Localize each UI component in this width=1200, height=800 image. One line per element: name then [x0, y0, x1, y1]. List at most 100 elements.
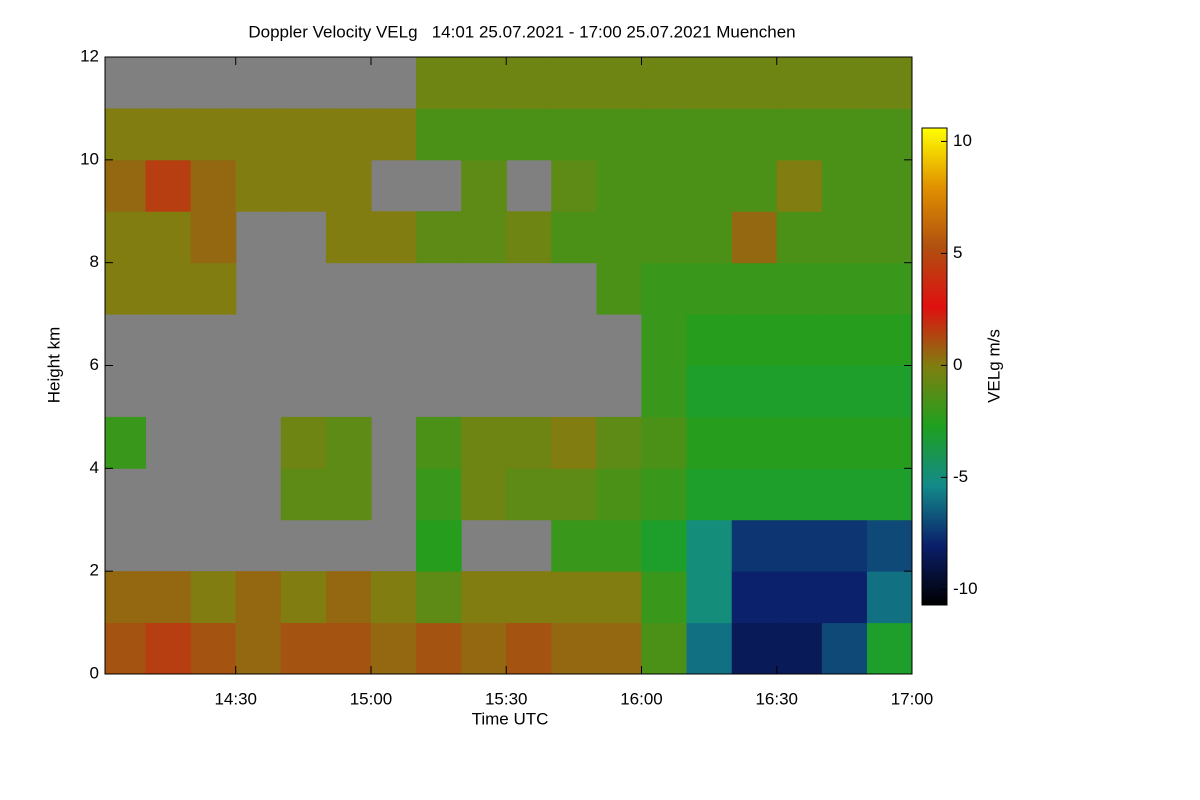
heatmap-cell: [821, 365, 868, 418]
heatmap-cell: [416, 519, 462, 572]
heatmap-cell: [866, 108, 912, 161]
heatmap-cell: [866, 416, 912, 469]
heatmap-cell: [776, 262, 823, 315]
heatmap-cell: [731, 519, 778, 572]
heatmap-cell: [325, 571, 372, 624]
heatmap-cell: [416, 57, 462, 109]
heatmap-cell: [145, 159, 192, 212]
heatmap-cell: [105, 622, 147, 674]
heatmap-cell: [731, 159, 778, 212]
heatmap-cell: [235, 159, 282, 212]
heatmap-cell: [686, 108, 733, 161]
heatmap-cell: [506, 108, 552, 161]
heatmap-cell: [776, 159, 823, 212]
heatmap-cell: [776, 622, 823, 674]
heatmap-cell: [235, 622, 282, 674]
heatmap-cell: [461, 108, 507, 161]
heatmap-cell: [551, 108, 597, 161]
heatmap-cell: [280, 468, 327, 521]
heatmap-cell: [416, 571, 462, 624]
heatmap-cell: [105, 262, 147, 315]
heatmap-cell: [866, 262, 912, 315]
y-tick-label: 6: [90, 355, 99, 374]
heatmap-cell: [731, 211, 778, 264]
heatmap-cell: [641, 416, 688, 469]
heatmap-cell: [190, 622, 237, 674]
heatmap-cell: [596, 468, 643, 521]
heatmap-cell: [105, 416, 147, 469]
heatmap-cell: [105, 571, 147, 624]
heatmap-cell: [105, 159, 147, 212]
heatmap-cell: [235, 571, 282, 624]
heatmap-cell: [370, 211, 417, 264]
heatmap-cell: [596, 108, 643, 161]
heatmap-cell: [641, 262, 688, 315]
heatmap-cell: [866, 519, 912, 572]
heatmap-cell: [325, 416, 372, 469]
colorbar-label: VELg m/s: [984, 329, 1003, 403]
colorbar-tick-label: 0: [953, 355, 962, 374]
colorbar-tick-label: -5: [953, 467, 968, 486]
x-tick-label: 17:00: [891, 689, 934, 708]
heatmap-cell: [776, 211, 823, 264]
heatmap-cell: [461, 416, 507, 469]
heatmap-cell: [821, 571, 868, 624]
y-tick-label: 2: [90, 561, 99, 580]
heatmap-cell: [686, 159, 733, 212]
heatmap-cell: [190, 262, 237, 315]
heatmap-cell: [461, 57, 507, 109]
heatmap-cell: [416, 468, 462, 521]
heatmap-cell: [821, 468, 868, 521]
heatmap-cell: [641, 57, 688, 109]
heatmap-cell: [596, 262, 643, 315]
heatmap-cell: [506, 211, 552, 264]
heatmap-cell: [731, 314, 778, 366]
x-tick-label: 14:30: [214, 689, 257, 708]
heatmap-cell: [731, 416, 778, 469]
heatmap-cell: [596, 211, 643, 264]
heatmap-cell: [461, 159, 507, 212]
heatmap-cell: [190, 211, 237, 264]
heatmap-cell: [641, 622, 688, 674]
heatmap-cell: [821, 622, 868, 674]
heatmap-cell: [821, 159, 868, 212]
heatmap-cell: [325, 108, 372, 161]
heatmap-cell: [551, 468, 597, 521]
heatmap-cell: [145, 108, 192, 161]
heatmap-cell: [866, 314, 912, 366]
heatmap-cell: [105, 211, 147, 264]
heatmap-cell: [596, 571, 643, 624]
heatmap-cell: [506, 57, 552, 109]
heatmap-cell: [280, 159, 327, 212]
heatmap-cell: [506, 468, 552, 521]
heatmap-cell: [821, 211, 868, 264]
heatmap-cell: [731, 262, 778, 315]
colorbar-tick-label: 5: [953, 243, 962, 262]
y-axis-label: Height km: [44, 327, 63, 404]
heatmap-cell: [821, 314, 868, 366]
heatmap-cell: [866, 622, 912, 674]
heatmap-cell: [145, 571, 192, 624]
heatmap-cell: [731, 468, 778, 521]
heatmap-cell: [731, 571, 778, 624]
heatmap-cell: [325, 211, 372, 264]
heatmap-cell: [686, 211, 733, 264]
heatmap-cell: [325, 468, 372, 521]
heatmap-cell: [731, 57, 778, 109]
heatmap-cell: [551, 416, 597, 469]
heatmap-cell: [461, 211, 507, 264]
heatmap-cell: [190, 159, 237, 212]
heatmap-cell: [596, 416, 643, 469]
heatmap-cell: [686, 57, 733, 109]
heatmap-cell: [506, 571, 552, 624]
chart-title: Doppler Velocity VELg 14:01 25.07.2021 -…: [248, 22, 795, 41]
heatmap-cell: [776, 468, 823, 521]
heatmap-cell: [370, 108, 417, 161]
heatmap-cell: [641, 519, 688, 572]
heatmap-cell: [866, 159, 912, 212]
heatmap-cell: [866, 468, 912, 521]
y-tick-label: 0: [90, 663, 99, 682]
heatmap-cell: [506, 622, 552, 674]
heatmap: [105, 57, 912, 674]
